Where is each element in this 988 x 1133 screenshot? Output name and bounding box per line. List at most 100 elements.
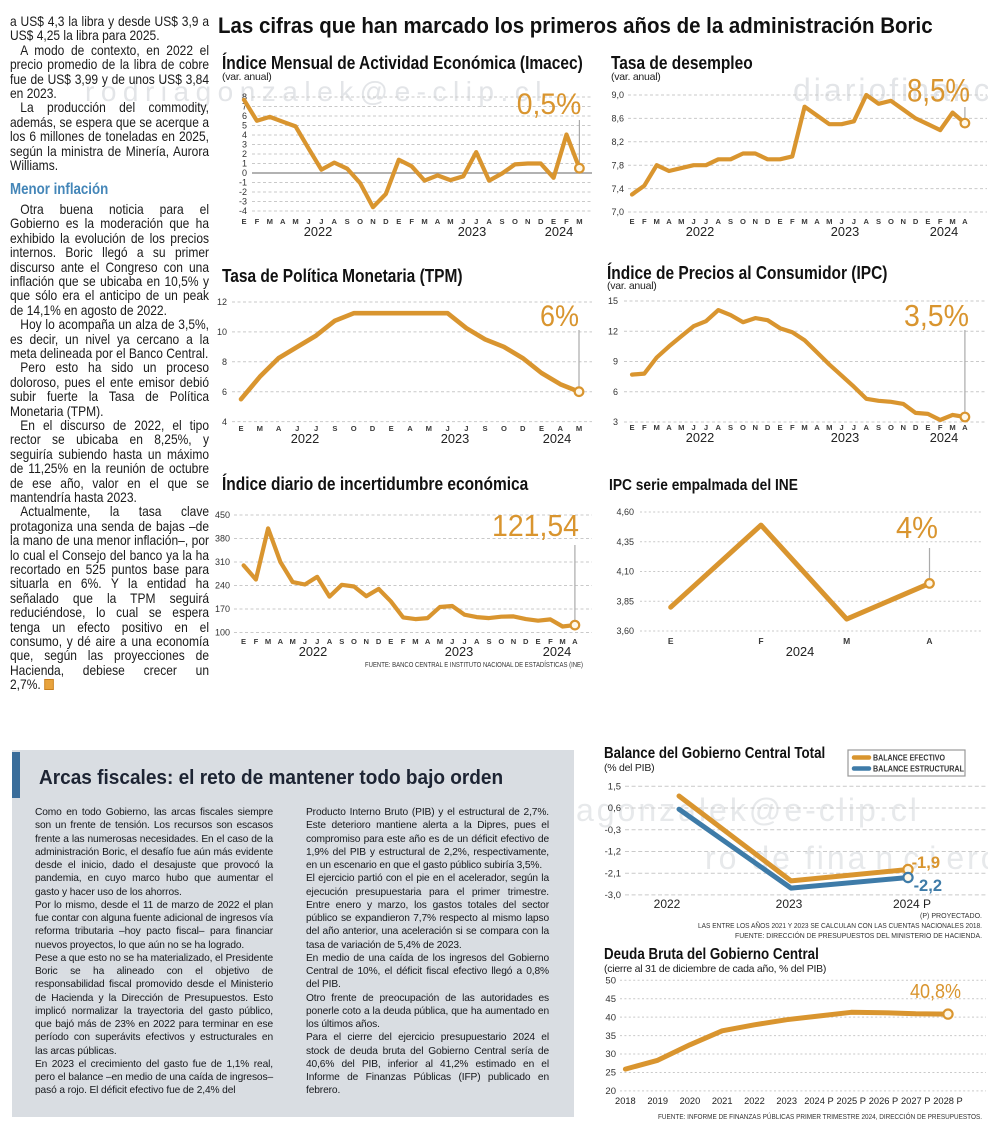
svg-text:M: M (265, 637, 271, 646)
svg-text:O: O (512, 217, 518, 226)
svg-text:F: F (642, 423, 647, 432)
svg-text:O: O (498, 637, 504, 646)
svg-text:9,0: 9,0 (611, 90, 624, 100)
svg-text:F: F (401, 637, 406, 646)
svg-text:20: 20 (605, 1086, 616, 1097)
svg-text:2022: 2022 (654, 897, 681, 911)
svg-text:M: M (949, 423, 955, 432)
svg-text:2023: 2023 (831, 430, 859, 445)
svg-text:A: A (332, 217, 338, 226)
svg-text:E: E (238, 424, 243, 433)
svg-text:F: F (642, 217, 647, 226)
svg-text:F: F (938, 423, 943, 432)
svg-text:45: 45 (605, 994, 616, 1005)
svg-text:7,0: 7,0 (611, 207, 624, 217)
svg-text:50: 50 (605, 975, 616, 986)
svg-text:M: M (421, 217, 427, 226)
svg-text:170: 170 (215, 604, 230, 614)
svg-text:J: J (314, 424, 318, 433)
svg-text:O: O (357, 217, 363, 226)
svg-text:8,5%: 8,5% (907, 73, 970, 109)
svg-text:M: M (654, 423, 660, 432)
svg-text:N: N (511, 637, 516, 646)
svg-text:6: 6 (222, 387, 227, 397)
svg-text:3,5%: 3,5% (904, 298, 969, 333)
svg-text:E: E (777, 217, 782, 226)
svg-text:2021: 2021 (712, 1096, 733, 1106)
svg-text:O: O (740, 423, 746, 432)
svg-text:M: M (654, 217, 660, 226)
svg-text:8,2: 8,2 (611, 137, 624, 147)
svg-text:M: M (292, 217, 298, 226)
svg-text:F: F (790, 423, 795, 432)
svg-text:2020: 2020 (680, 1096, 701, 1106)
svg-text:9: 9 (613, 357, 618, 367)
svg-text:O: O (501, 424, 507, 433)
svg-text:2024: 2024 (786, 644, 814, 659)
svg-text:D: D (520, 424, 526, 433)
svg-text:40: 40 (605, 1012, 616, 1023)
svg-text:J: J (704, 423, 708, 432)
svg-text:E: E (925, 217, 930, 226)
svg-text:S: S (483, 424, 488, 433)
svg-text:3: 3 (613, 417, 618, 427)
svg-text:F: F (938, 217, 943, 226)
svg-text:2024: 2024 (545, 224, 573, 239)
svg-text:30: 30 (605, 1049, 616, 1060)
svg-text:2024: 2024 (930, 224, 958, 239)
svg-text:2024: 2024 (543, 431, 571, 446)
svg-text:S: S (728, 217, 733, 226)
svg-text:BALANCE EFECTIVO: BALANCE EFECTIVO (873, 754, 945, 763)
svg-text:D: D (376, 637, 382, 646)
svg-text:100: 100 (215, 628, 230, 638)
svg-text:A: A (962, 217, 968, 226)
svg-text:J: J (464, 424, 468, 433)
svg-text:2023: 2023 (831, 224, 859, 239)
svg-text:E: E (536, 637, 541, 646)
svg-text:E: E (629, 217, 634, 226)
svg-text:A: A (474, 637, 480, 646)
svg-text:E: E (241, 637, 246, 646)
svg-text:E: E (925, 423, 930, 432)
svg-text:2022: 2022 (304, 224, 332, 239)
svg-text:J: J (295, 424, 299, 433)
svg-text:2019: 2019 (647, 1096, 668, 1106)
svg-text:J: J (839, 217, 843, 226)
svg-text:M: M (257, 424, 263, 433)
svg-text:M: M (447, 217, 453, 226)
svg-text:D: D (765, 423, 771, 432)
svg-text:N: N (901, 423, 906, 432)
svg-text:M: M (559, 637, 565, 646)
svg-text:J: J (445, 424, 449, 433)
svg-text:E: E (629, 423, 634, 432)
svg-text:4,10: 4,10 (616, 567, 634, 577)
svg-text:2026 P: 2026 P (869, 1096, 898, 1106)
svg-text:A: A (486, 217, 492, 226)
svg-text:2018: 2018 (615, 1096, 636, 1106)
svg-text:2: 2 (242, 149, 247, 159)
svg-text:E: E (668, 636, 674, 646)
svg-text:2024 P: 2024 P (804, 1096, 833, 1106)
svg-text:-2: -2 (239, 187, 247, 197)
svg-text:380: 380 (215, 534, 230, 544)
svg-text:FUENTE: INFORME DE FINANZAS PÚ: FUENTE: INFORME DE FINANZAS PÚBLICAS PRI… (658, 1112, 982, 1121)
svg-text:S: S (876, 423, 881, 432)
svg-text:F: F (790, 217, 795, 226)
svg-text:J: J (303, 637, 307, 646)
svg-text:40,8%: 40,8% (910, 981, 961, 1003)
svg-text:F: F (564, 217, 569, 226)
svg-text:D: D (538, 217, 544, 226)
svg-text:A: A (435, 217, 441, 226)
svg-text:2023: 2023 (776, 897, 803, 911)
svg-text:N: N (525, 217, 530, 226)
svg-text:8: 8 (242, 92, 247, 102)
svg-text:O: O (351, 424, 357, 433)
svg-text:S: S (499, 217, 504, 226)
svg-text:35: 35 (605, 1031, 616, 1042)
svg-text:5: 5 (242, 121, 247, 131)
svg-text:J: J (852, 217, 856, 226)
svg-text:M: M (843, 636, 850, 646)
svg-text:O: O (888, 217, 894, 226)
svg-text:6: 6 (613, 387, 618, 397)
svg-text:121,54: 121,54 (492, 508, 579, 543)
